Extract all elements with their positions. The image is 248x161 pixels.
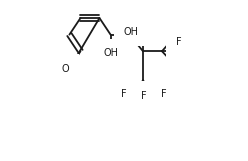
Text: OH: OH — [123, 27, 138, 37]
Text: F: F — [161, 89, 166, 99]
Text: F: F — [179, 46, 185, 56]
Text: OH: OH — [103, 48, 118, 58]
Text: O: O — [62, 64, 69, 74]
Text: F: F — [141, 91, 147, 101]
Text: F: F — [121, 89, 126, 99]
Text: F: F — [176, 37, 182, 47]
Text: F: F — [176, 56, 182, 66]
